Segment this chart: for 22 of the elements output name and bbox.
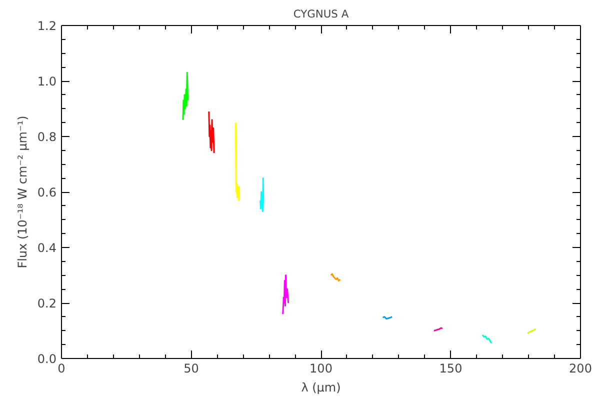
y-axis-title: Flux (10⁻¹⁸ W cm⁻² μm⁻¹) (15, 116, 30, 268)
line-series (330, 273, 341, 282)
chart-title: CYGNUS A (293, 8, 350, 20)
line-series (208, 110, 215, 154)
line-series (282, 274, 290, 315)
y-tick-label: 0.4 (37, 241, 57, 255)
y-tick-label: 0.0 (37, 352, 57, 366)
x-tick-label: 100 (310, 362, 332, 376)
x-axis-title: λ (μm) (301, 380, 341, 394)
y-tick-label: 0.2 (37, 296, 57, 310)
line-series (182, 72, 189, 121)
line-series (482, 334, 492, 344)
y-tick-label: 1.0 (37, 74, 57, 88)
y-tick-label: 1.2 (37, 19, 57, 33)
y-tick-label: 0.6 (37, 186, 57, 200)
line-series (260, 177, 264, 212)
x-tick-label: 150 (439, 362, 462, 376)
line-series (234, 122, 240, 202)
x-tick-label: 200 (569, 362, 592, 376)
x-tick-label: 50 (184, 362, 199, 376)
y-tick-label: 0.8 (37, 130, 57, 144)
x-tick-label: 0 (58, 362, 66, 376)
